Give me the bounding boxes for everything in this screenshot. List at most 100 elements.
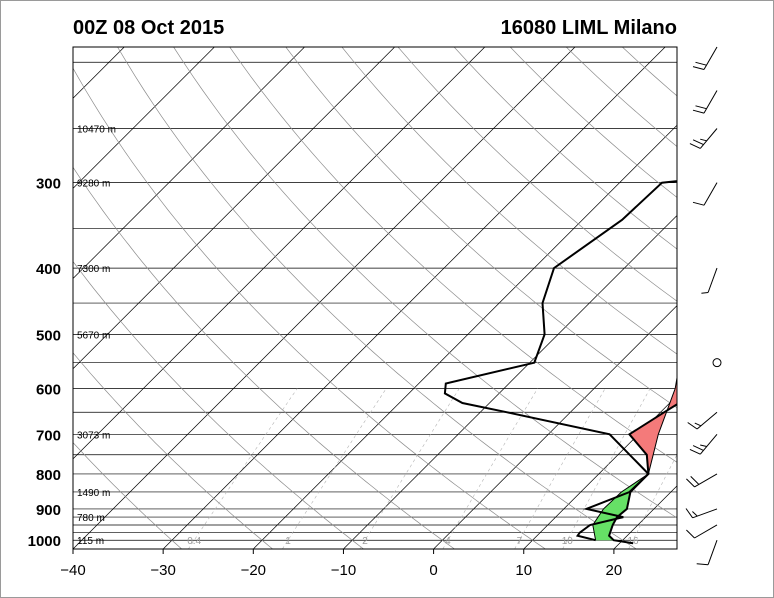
dewpoint-line xyxy=(443,180,677,542)
pressure-label: 600 xyxy=(36,382,61,399)
barb-full xyxy=(689,143,701,149)
wind-barb xyxy=(689,433,718,455)
barb-full xyxy=(692,139,704,146)
height-label: 1490 m xyxy=(77,488,110,499)
isotherm-line xyxy=(433,305,677,549)
barb-half xyxy=(700,444,707,447)
height-label: 3073 m xyxy=(77,430,110,441)
grid-lines xyxy=(1,47,773,549)
barb-shaft xyxy=(703,46,718,70)
isotherm-line xyxy=(343,214,677,549)
wind-barb xyxy=(712,358,722,368)
dry-adiabat xyxy=(397,47,677,302)
isotherm-line xyxy=(73,47,215,189)
barb-shaft xyxy=(703,90,718,114)
barb-shaft xyxy=(699,128,718,149)
height-label: 115 m xyxy=(77,536,104,547)
height-label: 780 m xyxy=(77,513,105,524)
pressure-label: 500 xyxy=(36,327,61,344)
barb-half xyxy=(701,292,709,294)
isotherm-line xyxy=(704,47,773,549)
dry-adiabat xyxy=(117,47,637,549)
barb-shaft xyxy=(692,508,718,519)
dry-adiabat xyxy=(73,166,455,549)
isotherm-line xyxy=(1,47,34,549)
barb-shaft xyxy=(703,182,718,206)
wind-barb xyxy=(686,524,718,539)
wind-barb xyxy=(689,128,718,149)
wind-barb xyxy=(701,267,718,294)
x-tick-label: 20 xyxy=(606,562,623,579)
x-tick-label: −40 xyxy=(60,562,85,579)
mixing-ratio-label: 0.4 xyxy=(187,536,201,547)
barb-shaft xyxy=(707,267,718,293)
barb-shaft xyxy=(699,433,718,455)
pressure-label: 800 xyxy=(36,467,61,484)
mixing-ratio-line xyxy=(514,388,606,549)
height-label: 9280 m xyxy=(77,179,110,190)
barb-shaft xyxy=(696,411,718,430)
mixing-ratio-label: 7 xyxy=(517,536,523,547)
barb-half xyxy=(692,511,698,517)
pressure-label: 300 xyxy=(36,176,61,193)
dry-adiabat xyxy=(453,47,677,250)
dry-adiabat xyxy=(341,47,677,355)
x-tick-label: −30 xyxy=(150,562,175,579)
mixing-ratio-line xyxy=(442,388,538,549)
barb-full xyxy=(695,61,707,66)
x-tick-label: 10 xyxy=(515,562,532,579)
station-title: 16080 LIML Milano xyxy=(500,17,677,39)
mixing-ratio-line xyxy=(188,388,298,549)
mixing-ratio-label: 2 xyxy=(362,536,368,547)
isotherm-line xyxy=(73,47,305,280)
dry-adiabat xyxy=(173,47,677,519)
barb-full xyxy=(685,508,694,519)
wind-barb xyxy=(696,540,718,566)
barb-shaft xyxy=(707,540,718,565)
mixing-ratio-label: 10 xyxy=(562,536,574,547)
temperature-line xyxy=(607,403,677,545)
dry-adiabat xyxy=(678,47,773,549)
barb-full xyxy=(686,478,695,488)
mixing-ratio-line xyxy=(562,388,651,549)
height-label: 10470 m xyxy=(77,125,116,136)
pressure-label: 400 xyxy=(36,261,61,278)
barb-full xyxy=(686,529,695,539)
isotherm-line xyxy=(73,47,486,460)
barb-full xyxy=(692,66,705,70)
mixing-ratio-label: 4 xyxy=(445,536,451,547)
barb-half xyxy=(700,138,707,142)
wind-barb xyxy=(685,508,718,519)
isotherm-line xyxy=(162,47,666,549)
sounding-time-title: 00Z 08 Oct 2015 xyxy=(73,17,225,39)
mixing-ratio-line xyxy=(282,388,387,549)
wind-barb xyxy=(692,90,718,114)
dry-adiabat xyxy=(285,47,677,409)
barb-full xyxy=(692,109,705,114)
wind-barb xyxy=(686,473,718,488)
barb-full xyxy=(692,201,705,206)
parcel-line xyxy=(592,374,677,541)
pressure-label: 1000 xyxy=(28,533,61,550)
plot-border xyxy=(72,46,678,550)
isotherm-line xyxy=(73,47,576,549)
wind-barb xyxy=(692,182,718,206)
barb-shaft xyxy=(694,524,718,539)
calm-circle xyxy=(712,358,722,368)
barb-full xyxy=(696,563,709,566)
x-tick-label: 0 xyxy=(429,562,437,579)
barb-full xyxy=(690,476,700,485)
cape-area xyxy=(629,377,677,474)
pressure-label: 900 xyxy=(36,502,61,519)
height-label: 7300 m xyxy=(77,264,110,275)
x-tick-label: −10 xyxy=(331,562,356,579)
cin-area xyxy=(592,473,649,541)
dry-adiabat xyxy=(73,67,546,549)
barb-full xyxy=(692,445,704,451)
mixing-ratio-label: 16 xyxy=(627,536,639,547)
x-tick-label: −20 xyxy=(241,562,266,579)
mixing-ratio-line xyxy=(359,388,460,549)
barb-full xyxy=(695,105,707,110)
